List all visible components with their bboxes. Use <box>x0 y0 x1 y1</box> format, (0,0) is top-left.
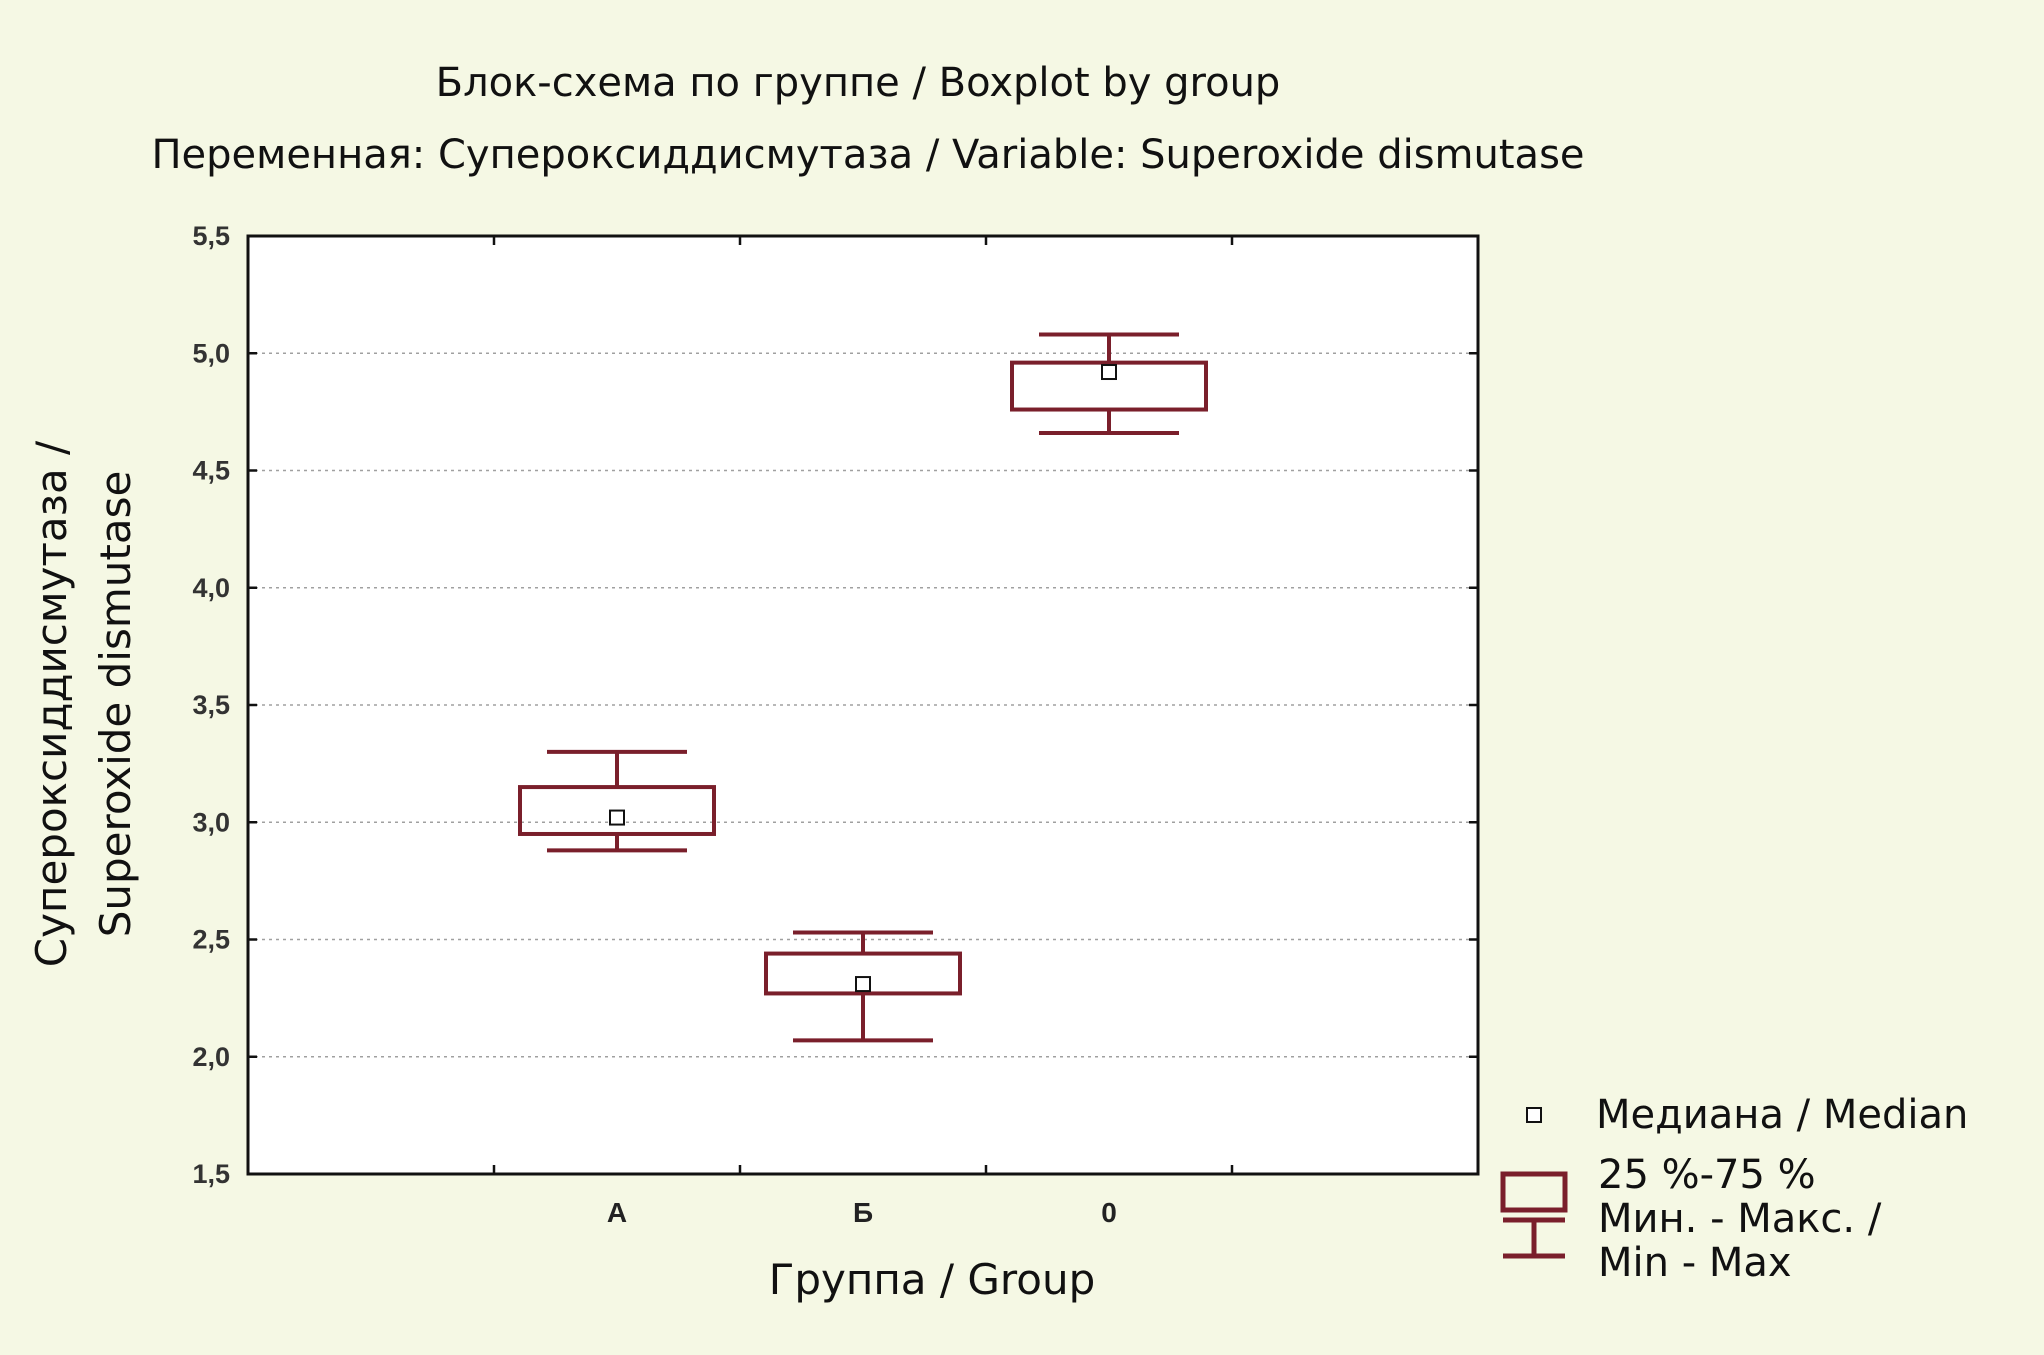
box-iqr <box>518 785 716 836</box>
median-marker <box>855 976 871 993</box>
y-tick-label: 2,5 <box>192 925 230 955</box>
plot-frame <box>246 234 1480 1176</box>
median-marker <box>609 809 625 826</box>
legend-whisker-label-line2: Min - Max <box>1598 1240 1792 1286</box>
legend-whisker-label-line1: Мин. - Макс. / <box>1598 1196 1882 1242</box>
x-tick-label: 0 <box>1101 1197 1117 1228</box>
y-tick-label: 2,0 <box>192 1042 230 1072</box>
box-3 <box>1010 332 1208 435</box>
y-axis-title-line1: Супероксиддисмутаза / <box>27 440 76 967</box>
y-tick-label: 5,0 <box>192 338 230 368</box>
box-iqr <box>1010 360 1208 412</box>
y-tick-label: 5,5 <box>192 221 230 251</box>
y-axis-title-line2: Superoxide dismutase <box>91 471 140 938</box>
y-tick-label: 4,0 <box>192 573 230 603</box>
box-iqr <box>764 951 962 996</box>
grid-lines <box>248 352 1478 1058</box>
median-marker <box>1101 364 1117 381</box>
box-series <box>518 332 1208 1043</box>
legend-median-label: Медиана / Median <box>1596 1092 1968 1138</box>
box-2 <box>764 930 962 1043</box>
x-axis-ticks: А Б 0 <box>492 236 1234 1228</box>
legend-box-marker <box>1500 1171 1568 1213</box>
y-tick-label: 3,0 <box>192 807 230 837</box>
y-tick-label: 4,5 <box>192 456 230 486</box>
y-tick-label: 3,5 <box>192 690 230 720</box>
box-1 <box>518 749 716 853</box>
legend: Медиана / Median 25 %-75 % Мин. - Макс. … <box>1500 1092 1968 1286</box>
y-tick-label: 1,5 <box>192 1159 230 1189</box>
chart-subtitle: Переменная: Супероксиддисмутаза / Variab… <box>151 132 1584 178</box>
chart-title: Блок-схема по группе / Boxplot by group <box>436 60 1281 106</box>
legend-median-marker <box>1526 1107 1542 1123</box>
x-tick-label: Б <box>853 1197 873 1228</box>
x-tick-label: А <box>607 1197 627 1228</box>
legend-box-label: 25 %-75 % <box>1598 1152 1816 1198</box>
x-axis-title: Группа / Group <box>769 1255 1096 1304</box>
